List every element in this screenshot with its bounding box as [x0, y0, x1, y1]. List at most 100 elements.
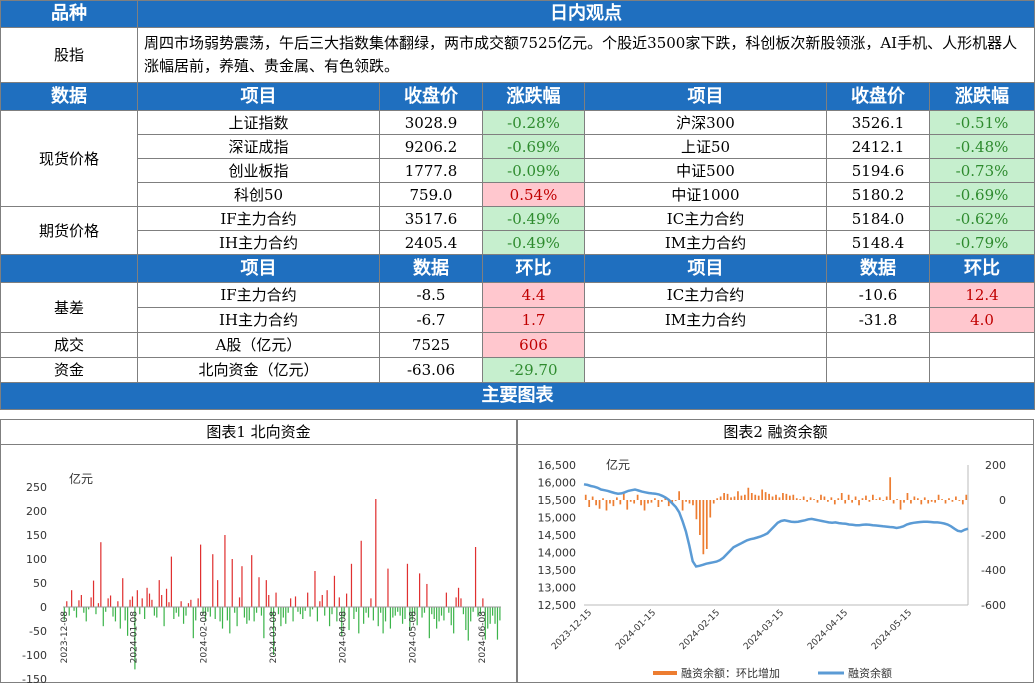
bar [426, 583, 428, 607]
y-tick-label: -100 [22, 649, 47, 662]
bar [626, 500, 629, 510]
futures-name: IC主力合约 [584, 206, 827, 231]
y-left-tick-label: 14,000 [538, 547, 577, 560]
bar [906, 493, 909, 500]
bar [134, 607, 136, 670]
bar [365, 607, 367, 613]
basis-value: -8.5 [379, 282, 483, 308]
bar [199, 544, 202, 607]
empty-cell [584, 357, 827, 383]
bar [609, 500, 611, 504]
bar [348, 607, 350, 631]
spot-close: 5194.6 [826, 158, 930, 183]
bar [667, 500, 670, 507]
bar [146, 587, 148, 607]
bar [927, 500, 930, 504]
spot-name: 中证1000 [584, 182, 827, 207]
basis-header-data-1: 数据 [379, 254, 483, 283]
view-text: 周四市场弱势震荡，午后三大指数集体翻绿，两市成交额7525亿元。个股近3500家… [136, 27, 1036, 83]
bar [961, 500, 964, 505]
charts-area: 图表1 北向资金 -150 -100 -50 0 50 100 150 200 250 亿元 202… [0, 419, 1034, 686]
x-tick-label: 2024-02-15 [678, 608, 722, 652]
y-left-tick-label: 13,500 [538, 564, 577, 577]
bar [148, 593, 151, 607]
bar [847, 494, 850, 500]
bar [455, 597, 457, 607]
x-tick-label: 2024-05-08 [408, 611, 418, 664]
bar [837, 498, 840, 500]
bar [66, 601, 68, 607]
y-left-tick-label: 15,000 [538, 512, 577, 525]
bar [761, 489, 764, 500]
bar [622, 493, 625, 500]
bar [472, 607, 474, 612]
bar [358, 607, 360, 634]
bar [754, 494, 757, 500]
futures-name: IM主力合约 [584, 230, 827, 255]
bar [241, 566, 243, 607]
bar [92, 580, 95, 607]
bar [404, 607, 406, 619]
y-axis-label: 亿元 [69, 471, 93, 486]
bar [258, 577, 260, 607]
bar [109, 595, 112, 607]
capital-value: -63.06 [379, 357, 483, 383]
basis-value: -6.7 [379, 307, 483, 333]
bar [263, 607, 265, 639]
y-tick-label: 250 [26, 481, 47, 494]
bar [243, 607, 246, 618]
spot-change: -0.69% [482, 134, 585, 159]
bar [136, 590, 138, 607]
x-tick-label: 2024-03-08 [269, 611, 279, 664]
bar [124, 607, 126, 621]
empty-cell [928, 357, 1036, 383]
bar [231, 559, 233, 607]
bar [88, 607, 90, 610]
bar [951, 500, 954, 502]
bar [460, 598, 462, 607]
bar [588, 500, 591, 507]
bar [875, 499, 878, 500]
spot-change: -0.48% [928, 134, 1036, 159]
bar [813, 499, 815, 500]
bar [202, 607, 204, 615]
bar [187, 603, 190, 607]
spot-change: -0.69% [928, 182, 1036, 207]
price-header-item-1: 项目 [137, 82, 380, 111]
bar [418, 573, 421, 607]
bar [255, 607, 258, 613]
spot-close: 9206.2 [379, 134, 483, 159]
bar [168, 602, 170, 607]
bar [740, 495, 743, 500]
y-tick-label: 0 [40, 601, 47, 614]
bar [229, 607, 231, 634]
bar [214, 607, 216, 619]
y-tick-label: -150 [22, 673, 47, 683]
bar [353, 607, 355, 619]
bar [775, 494, 777, 500]
y-left-tick-label: 13,000 [538, 582, 577, 595]
bar [903, 500, 905, 503]
bar [892, 500, 895, 504]
bar [204, 607, 207, 622]
bar [268, 595, 270, 607]
bar [406, 563, 409, 607]
bar [265, 580, 267, 607]
bar [882, 500, 885, 501]
bar [674, 500, 677, 501]
bar [290, 598, 292, 607]
bar [360, 540, 362, 607]
spot-name: 沪深300 [584, 110, 827, 135]
bar [955, 496, 957, 500]
bar [830, 497, 833, 500]
bar [470, 607, 472, 622]
bar [336, 607, 338, 622]
bar [868, 500, 871, 502]
bar [423, 607, 426, 613]
data-table: 品种 日内观点 股指 周四市场弱势震荡，午后三大指数集体翻绿，两市成交额7525… [0, 0, 1036, 410]
bar [934, 500, 936, 503]
volume-value: 7525 [379, 332, 483, 358]
bar [448, 607, 450, 613]
price-header-data: 数据 [0, 82, 138, 111]
empty-cell [584, 332, 827, 358]
